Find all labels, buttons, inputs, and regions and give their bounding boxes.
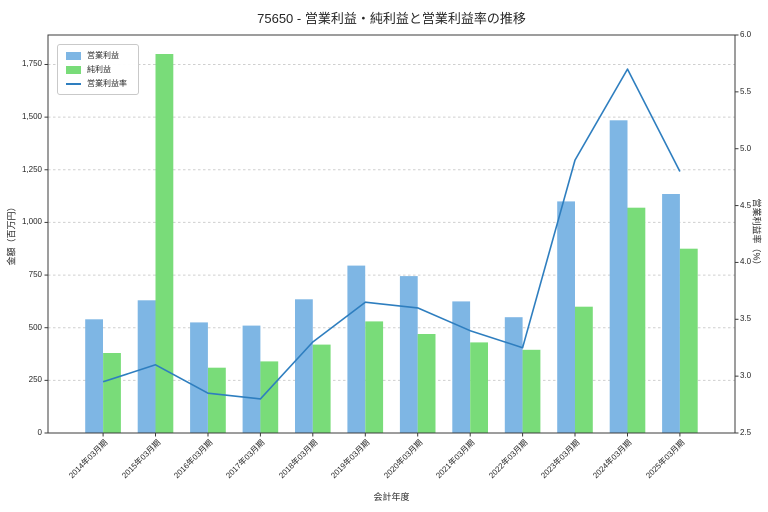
legend-swatch-icon: [66, 51, 81, 60]
y-tick-label-right: 2.5: [740, 428, 752, 437]
y-tick-label-left: 1,250: [21, 164, 42, 174]
bar-operating-profit: [504, 317, 523, 433]
bar-operating-profit: [399, 276, 418, 433]
line-operating-margin: [102, 68, 681, 400]
y-tick-label-right: 6.0: [740, 30, 752, 39]
legend-label: 営業利益率: [87, 79, 127, 88]
y-tick-label-left: 0: [37, 428, 42, 437]
y-tick-label-left: 750: [28, 270, 42, 280]
legend-item: 営業利益: [66, 51, 127, 60]
legend-label: 営業利益: [87, 51, 119, 60]
y-tick-label-left: 1,750: [21, 59, 42, 69]
bar-operating-profit: [452, 301, 471, 433]
bar-net-profit: [155, 54, 174, 433]
y-tick-label-left: 1,000: [21, 217, 42, 227]
x-axis-label: 会計年度: [373, 492, 410, 502]
bar-net-profit: [627, 207, 646, 433]
bar-operating-profit: [242, 325, 261, 433]
bar-net-profit: [103, 353, 121, 433]
y-tick-label-right: 5.5: [740, 86, 752, 96]
bar-operating-profit: [137, 300, 156, 433]
legend-label: 純利益: [87, 65, 111, 74]
bar-operating-profit: [662, 194, 680, 433]
bar-operating-profit: [609, 120, 628, 434]
y-tick-label-left: 250: [28, 375, 42, 385]
bar-net-profit: [365, 321, 384, 433]
bar-net-profit: [470, 342, 488, 433]
bar-net-profit: [522, 349, 541, 433]
y-tick-label-left: 1,500: [21, 112, 42, 122]
bar-operating-profit: [347, 265, 366, 433]
legend-swatch-icon: [66, 82, 81, 85]
bar-operating-profit: [295, 299, 313, 433]
bar-net-profit: [208, 367, 226, 433]
bar-net-profit: [260, 361, 279, 433]
y-tick-label-right: 4.0: [740, 257, 752, 267]
y-tick-label-right: 3.5: [740, 314, 752, 324]
bar-net-profit: [679, 248, 698, 433]
bar-net-profit: [312, 344, 331, 433]
legend-item: 純利益: [66, 65, 127, 74]
legend-item: 営業利益率: [66, 79, 127, 88]
legend-swatch-icon: [66, 65, 81, 74]
bar-operating-profit: [557, 201, 575, 433]
bar-net-profit: [417, 334, 436, 433]
axes-spines: [47, 34, 736, 434]
bar-operating-profit: [190, 322, 208, 433]
chart-legend: 営業利益純利益営業利益率: [57, 44, 139, 95]
bar-net-profit: [575, 306, 593, 433]
y-tick-label-right: 4.5: [740, 200, 752, 210]
y-axis-label-right: 営業利益率（%）: [751, 198, 762, 270]
chart-title: 75650 - 営業利益・純利益と営業利益率の推移: [257, 11, 526, 26]
y-tick-label-right: 5.0: [740, 143, 752, 153]
y-axis-label-left: 金額（百万円）: [6, 202, 17, 266]
y-tick-label-left: 500: [28, 322, 42, 332]
bar-operating-profit: [85, 319, 103, 433]
y-tick-label-right: 3.0: [740, 371, 752, 381]
